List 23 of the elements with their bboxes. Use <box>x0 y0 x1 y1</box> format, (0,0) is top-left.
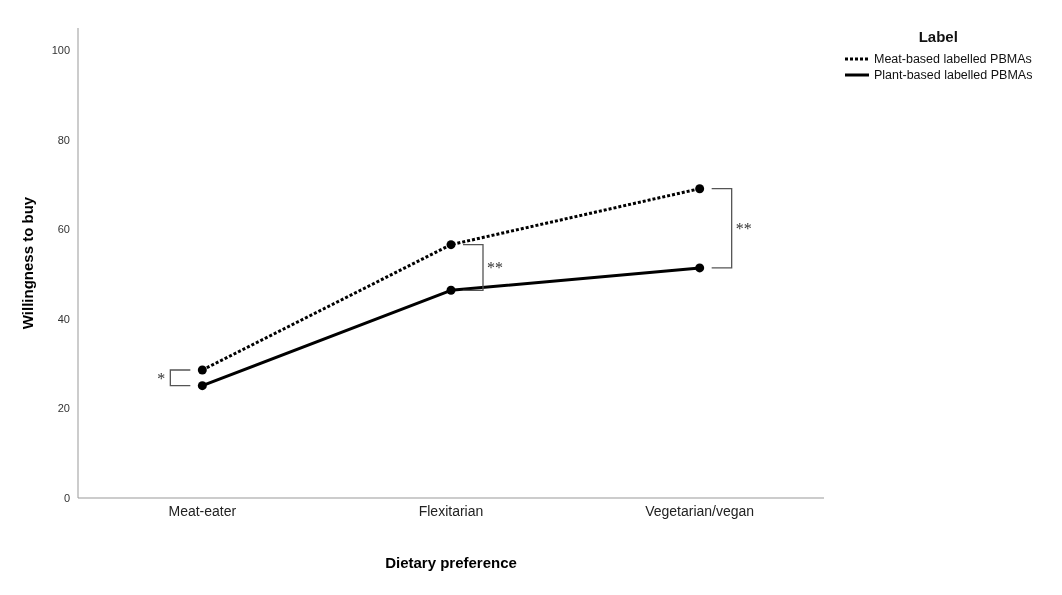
y-tick-label: 80 <box>57 133 70 146</box>
y-axis-title: Willingness to buy <box>19 196 37 330</box>
annotation: ** <box>487 259 503 277</box>
x-tick-label: Meat-eater <box>168 502 237 519</box>
point <box>695 184 705 194</box>
point <box>695 263 705 273</box>
point <box>197 365 207 375</box>
legend-title: Label <box>917 28 959 45</box>
legend-label: Plant-based labelled PBMAs <box>874 68 1033 82</box>
point <box>446 285 456 295</box>
point <box>446 240 456 250</box>
x-tick-label: Flexitarian <box>418 502 484 519</box>
y-tick-label: 60 <box>57 223 70 236</box>
x-axis-title: Dietary preference <box>385 554 517 571</box>
x-tick-label: Vegetarian/vegan <box>645 502 755 519</box>
annotation: * <box>157 369 166 387</box>
y-tick-label: 20 <box>57 402 70 415</box>
point <box>197 381 207 391</box>
y-tick-label: 100 <box>51 44 70 57</box>
legend-label: Meat-based labelled PBMAs <box>874 52 1032 66</box>
y-tick-label: 0 <box>63 491 70 504</box>
y-tick-label: 40 <box>57 312 70 325</box>
annotation: ** <box>735 220 752 238</box>
